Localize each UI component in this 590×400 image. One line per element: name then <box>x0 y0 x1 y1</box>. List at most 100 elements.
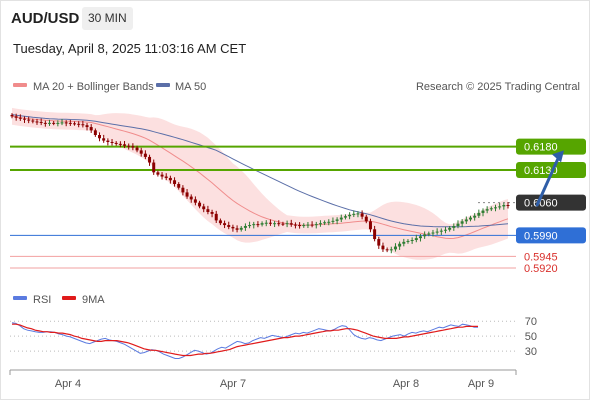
candle-body <box>418 236 422 239</box>
candle-body <box>452 226 456 228</box>
datetime-label: Tuesday, April 8, 2025 11:03:16 AM CET <box>13 41 247 56</box>
candle-body <box>489 208 493 210</box>
candle-body <box>89 127 93 131</box>
candle-body <box>306 224 310 226</box>
candle-body <box>231 226 235 229</box>
candle-body <box>102 138 106 141</box>
candle-body <box>56 122 60 124</box>
chart-header: AUD/USD 30 MIN <box>0 0 590 36</box>
candle-body <box>93 130 97 135</box>
candle-body <box>252 224 256 226</box>
candle-body <box>235 228 239 230</box>
candle-body <box>393 246 397 250</box>
candle-body <box>477 212 481 216</box>
candle-body <box>81 124 85 126</box>
candle-body <box>218 220 222 224</box>
forecast-arrow-head <box>552 150 565 163</box>
candle-body <box>339 217 343 220</box>
candles <box>10 113 510 254</box>
candle-body <box>385 249 389 251</box>
candle-body <box>18 117 22 119</box>
candle-body <box>206 209 210 212</box>
rsi-tick-50: 50 <box>525 331 537 343</box>
candle-body <box>414 238 418 240</box>
ma20-legend-swatch <box>13 83 27 87</box>
candle-body <box>289 223 293 225</box>
candle-body <box>14 116 18 118</box>
candle-body <box>110 142 114 143</box>
ma50-line <box>11 114 509 228</box>
candle-body <box>73 123 77 125</box>
candle-body <box>318 223 322 225</box>
candle-body <box>485 209 489 211</box>
candle-body <box>168 177 172 181</box>
candle-body <box>127 145 131 147</box>
candle-body <box>118 143 122 145</box>
candle-body <box>210 212 214 214</box>
candle-body <box>123 144 127 146</box>
candle-body <box>281 223 285 225</box>
level-label-0.6060: 0.6060 <box>524 198 558 210</box>
candle-body <box>68 122 72 124</box>
candle-body <box>402 241 406 244</box>
candle-body <box>439 230 443 232</box>
symbol-title: AUD/USD <box>11 10 80 27</box>
candle-body <box>48 122 52 124</box>
ma20-legend-label: MA 20 + Bollinger Bands <box>33 81 154 93</box>
candle-body <box>177 184 181 188</box>
candle-body <box>302 225 306 227</box>
candle-body <box>431 232 435 234</box>
x-tick-apr-4: Apr 4 <box>55 378 81 390</box>
interval-button[interactable]: 30 MIN <box>82 7 133 30</box>
x-tick-apr-8: Apr 8 <box>393 378 419 390</box>
candle-body <box>114 142 118 144</box>
rsi-ma-line <box>12 323 478 357</box>
candle-body <box>248 225 252 227</box>
level-label-box-0.5990 <box>516 227 586 244</box>
candle-body <box>152 162 156 173</box>
candle-body <box>285 223 289 225</box>
candle-body <box>389 249 393 251</box>
candle-body <box>43 122 47 124</box>
forecast-arrow-line <box>535 154 561 207</box>
candle-body <box>264 222 268 224</box>
candle-body <box>327 221 331 223</box>
level-label-0.6130: 0.6130 <box>524 165 558 177</box>
candle-body <box>443 229 447 231</box>
candle-body <box>181 187 185 193</box>
candle-body <box>410 240 414 241</box>
candle-body <box>98 135 102 139</box>
price-levels <box>10 138 586 269</box>
candle-body <box>227 225 231 227</box>
candle-body <box>106 140 110 142</box>
candle-body <box>398 243 402 247</box>
candle-body <box>406 240 410 242</box>
candle-body <box>373 229 377 240</box>
candle-body <box>148 156 152 163</box>
research-credit: Research © 2025 Trading Central <box>416 81 580 93</box>
candle-body <box>198 202 202 207</box>
candle-body <box>60 122 64 124</box>
candle-body <box>293 224 297 226</box>
candle-body <box>506 205 510 206</box>
rsi-ma-legend-swatch <box>62 296 76 300</box>
candle-body <box>314 224 318 226</box>
x-tick-apr-7: Apr 7 <box>220 378 246 390</box>
candle-body <box>143 153 147 157</box>
candle-body <box>323 222 327 224</box>
candle-body <box>473 215 477 218</box>
candle-body <box>331 220 335 222</box>
candle-body <box>35 121 39 123</box>
rsi-ma-legend-label: 9MA <box>82 294 105 306</box>
candle-body <box>310 224 314 226</box>
level-label-0.6180: 0.6180 <box>524 142 558 154</box>
candle-body <box>356 213 360 215</box>
candle-body <box>139 150 143 154</box>
candle-body <box>202 206 206 210</box>
candle-body <box>64 122 68 124</box>
candle-body <box>460 221 464 224</box>
candle-body <box>52 122 56 124</box>
candle-body <box>135 147 139 151</box>
level-label-0.5945: 0.5945 <box>524 251 558 263</box>
